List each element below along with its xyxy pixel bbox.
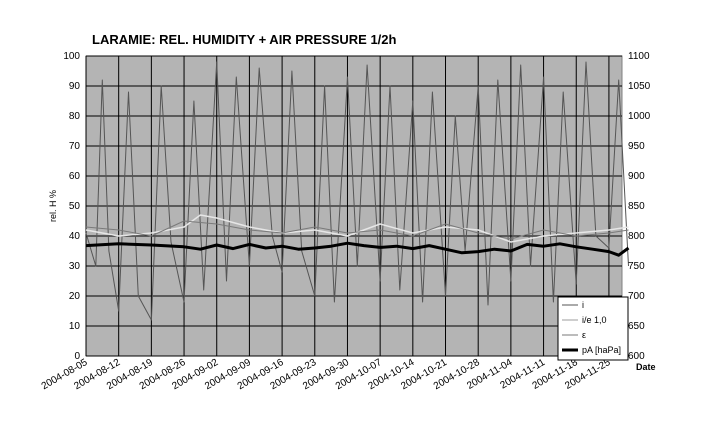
- legend: i i/e 1,0 ε pA [haPa]: [557, 296, 629, 361]
- legend-label: i: [582, 300, 584, 310]
- y2-tick-label: 1000: [628, 111, 651, 122]
- y-tick-label: 10: [69, 321, 81, 332]
- y-tick-label: 90: [69, 81, 81, 92]
- series-line-0: [85, 61, 629, 321]
- y-tick-label: 40: [69, 231, 81, 242]
- y2-tick-label: 1050: [628, 81, 651, 92]
- y-tick-label: 80: [69, 111, 81, 122]
- y-axis: 0 10 20 30 40 50 60 70 80 90 100: [63, 51, 80, 362]
- y2-tick-label: 850: [628, 201, 645, 212]
- y2-tick-label: 700: [628, 291, 645, 302]
- gridlines: [85, 55, 622, 357]
- legend-box: [557, 296, 629, 361]
- legend-items: i i/e 1,0 ε pA [haPa]: [562, 300, 621, 355]
- legend-label: ε: [582, 330, 586, 340]
- y2-tick-label: 1100: [628, 51, 650, 62]
- y2-tick-label: 750: [628, 261, 645, 272]
- y-tick-label: 0: [74, 351, 80, 362]
- y2-tick-label: 900: [628, 171, 645, 182]
- y-tick-label: 100: [63, 51, 80, 62]
- y2-tick-label: 800: [628, 231, 645, 242]
- y2-axis: 600 650 700 750 800 850 900 950 1000 1050 1100: [628, 51, 651, 362]
- y2-tick-label: 600: [628, 351, 645, 362]
- series-line-2: [85, 220, 629, 240]
- y-tick-label: 70: [69, 141, 81, 152]
- y-tick-label: 60: [69, 171, 81, 182]
- series-line-1: [85, 214, 629, 243]
- x-axis: 2004-08-052004-08-122004-08-192004-08-26…: [40, 357, 613, 392]
- x-axis-label: Date: [636, 362, 656, 372]
- y-tick-label: 50: [69, 201, 81, 212]
- y2-tick-label: 650: [628, 321, 645, 332]
- y2-tick-label: 950: [628, 141, 645, 152]
- y-tick-label: 30: [69, 261, 81, 272]
- legend-label: i/e 1,0: [582, 315, 607, 325]
- y-axis-label: rel. H %: [48, 190, 58, 222]
- series-layer: [85, 61, 630, 321]
- y-tick-label: 20: [69, 291, 81, 302]
- legend-label: pA [haPa]: [582, 345, 621, 355]
- chart-title: LARAMIE: REL. HUMIDITY + AIR PRESSURE 1/…: [92, 32, 397, 47]
- series-line-3: [85, 241, 630, 257]
